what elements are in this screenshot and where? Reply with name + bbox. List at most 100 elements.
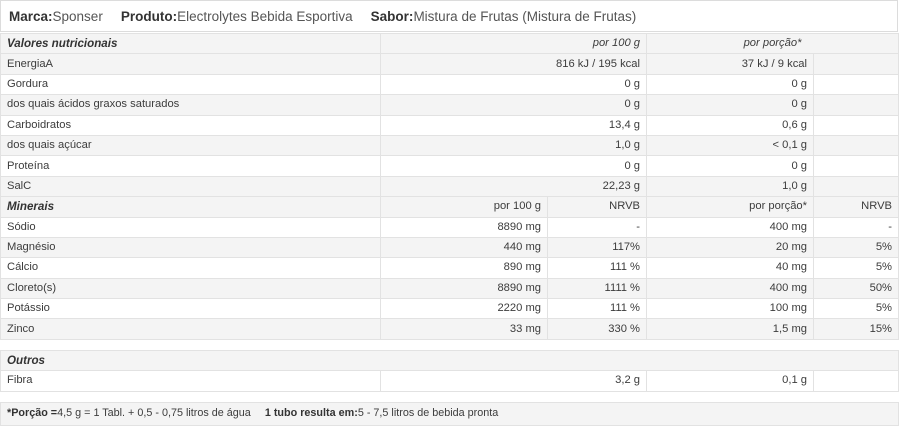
nutrition-title: Valores nutricionais bbox=[0, 32, 381, 55]
product-label: Produto: bbox=[120, 8, 178, 24]
other-per-100g: 3,2 g bbox=[380, 370, 647, 392]
spacer-cell bbox=[0, 338, 899, 351]
nutrient-per-portion: < 0,1 g bbox=[646, 134, 814, 157]
product-header: Marca:Sponser Produto:Electrolytes Bebid… bbox=[0, 0, 898, 32]
portion-label: *Porção = bbox=[7, 407, 58, 420]
minerals-col-portion: por porção* bbox=[646, 196, 814, 218]
mineral-nrv-portion: 5% bbox=[813, 298, 899, 320]
mineral-nrv-100g: 111 % bbox=[547, 257, 647, 279]
flavor-value: Mistura de Frutas (Mistura de Frutas) bbox=[413, 8, 637, 24]
table-row: Magnésio 440 mg 117% 20 mg 5% bbox=[0, 236, 899, 259]
mineral-per-100g: 890 mg bbox=[380, 257, 548, 279]
nutrient-per-100g: 0 g bbox=[380, 155, 647, 177]
minerals-col-nrv-portion: NRVB bbox=[813, 196, 899, 218]
yield-label: 1 tubo resulta em: bbox=[264, 407, 358, 420]
section-spacer bbox=[0, 390, 899, 403]
empty-cell bbox=[813, 155, 899, 177]
mineral-per-portion: 400 mg bbox=[646, 277, 814, 300]
nutrient-name: dos quais açúcar bbox=[0, 134, 381, 157]
brand-label: Marca: bbox=[9, 8, 53, 24]
nutrient-per-100g: 13,4 g bbox=[380, 114, 647, 136]
table-row: Zinco 33 mg 330 % 1,5 mg 15% bbox=[0, 318, 899, 340]
nutrient-name: dos quais ácidos graxos saturados bbox=[0, 94, 381, 116]
flavor-field: Sabor:Mistura de Frutas (Mistura de Frut… bbox=[371, 9, 637, 24]
others-header-row: Outros bbox=[0, 349, 899, 372]
mineral-nrv-portion: 15% bbox=[813, 318, 899, 340]
table-row: Fibra 3,2 g 0,1 g bbox=[0, 370, 899, 392]
nutrition-table: Valores nutricionais por 100 g por porção*… bbox=[0, 32, 899, 426]
mineral-per-100g: 33 mg bbox=[380, 318, 548, 340]
nutrient-per-portion: 0,6 g bbox=[646, 114, 814, 136]
nutrient-name: Gordura bbox=[0, 73, 381, 96]
mineral-nrv-100g: 1111 % bbox=[547, 277, 647, 300]
table-row: Sódio 8890 mg -400 mg - bbox=[0, 216, 899, 238]
brand-field: Marca:Sponser bbox=[9, 9, 103, 24]
footer-note: *Porção =4,5 g = 1 Tabl. + 0,5 - 0,75 li… bbox=[0, 401, 899, 426]
mineral-nrv-portion: - bbox=[813, 216, 899, 238]
mineral-per-portion: 40 mg bbox=[646, 257, 814, 279]
nutrient-per-100g: 0 g bbox=[380, 73, 647, 96]
nutrient-name: SalC bbox=[0, 175, 381, 198]
product-value: Electrolytes Bebida Esportiva bbox=[177, 8, 353, 24]
mineral-nrv-portion: 50% bbox=[813, 277, 899, 300]
nutrition-col-100g: por 100 g bbox=[380, 32, 647, 55]
nutrient-per-100g: 22,23 g bbox=[380, 175, 647, 198]
nutrient-per-portion: 1,0 g bbox=[646, 175, 814, 198]
table-row: Potássio 2220 mg 111 % 100 mg 5% bbox=[0, 298, 899, 320]
nutrient-per-100g: 0 g bbox=[380, 94, 647, 116]
mineral-nrv-100g: 111 % bbox=[547, 298, 647, 320]
other-name: Fibra bbox=[0, 370, 381, 392]
footer-row: *Porção =4,5 g = 1 Tabl. + 0,5 - 0,75 li… bbox=[0, 401, 899, 426]
nutrition-header-row: Valores nutricionais por 100 g por porção* bbox=[0, 32, 899, 55]
nutrient-per-portion: 0 g bbox=[646, 73, 814, 96]
mineral-per-100g: 440 mg bbox=[380, 236, 548, 259]
minerals-col-100g: por 100 g bbox=[380, 196, 548, 218]
nutrient-per-portion: 37 kJ / 9 kcal bbox=[646, 53, 814, 75]
minerals-header-row: Minerais por 100 g NRVB por porção* NRVB bbox=[0, 196, 899, 218]
portion-value: 4,5 g = 1 Tabl. + 0,5 - 0,75 litros de á… bbox=[57, 407, 251, 420]
mineral-name: Sódio bbox=[0, 216, 381, 238]
mineral-nrv-portion: 5% bbox=[813, 236, 899, 259]
brand-value: Sponser bbox=[52, 8, 103, 24]
mineral-name: Cálcio bbox=[0, 257, 381, 279]
nutrient-per-portion: 0 g bbox=[646, 155, 814, 177]
mineral-nrv-100g: - bbox=[547, 216, 647, 238]
empty-cell bbox=[813, 134, 899, 157]
empty-cell bbox=[813, 370, 899, 392]
empty-cell bbox=[813, 73, 899, 96]
empty-cell bbox=[813, 94, 899, 116]
empty-cell bbox=[813, 175, 899, 198]
nutrient-per-portion: 0 g bbox=[646, 94, 814, 116]
mineral-per-portion: 1,5 mg bbox=[646, 318, 814, 340]
nutrient-per-100g: 1,0 g bbox=[380, 134, 647, 157]
mineral-name: Cloreto(s) bbox=[0, 277, 381, 300]
table-row: EnergiaA 816 kJ / 195 kcal 37 kJ / 9 kcal bbox=[0, 53, 899, 75]
nutrition-col-portion: por porção* bbox=[646, 32, 899, 55]
mineral-nrv-100g: 330 % bbox=[547, 318, 647, 340]
mineral-name: Potássio bbox=[0, 298, 381, 320]
mineral-nrv-100g: 117% bbox=[547, 236, 647, 259]
mineral-per-100g: 8890 mg bbox=[380, 277, 548, 300]
table-row: Cálcio 890 mg 111 % 40 mg 5% bbox=[0, 257, 899, 279]
flavor-label: Sabor: bbox=[370, 8, 414, 24]
nutrient-per-100g: 816 kJ / 195 kcal bbox=[380, 53, 647, 75]
mineral-per-100g: 8890 mg bbox=[380, 216, 548, 238]
minerals-title: Minerais bbox=[0, 196, 381, 218]
mineral-name: Zinco bbox=[0, 318, 381, 340]
product-field: Produto:Electrolytes Bebida Esportiva bbox=[121, 9, 353, 24]
mineral-per-portion: 20 mg bbox=[646, 236, 814, 259]
table-row: Carboidratos 13,4 g 0,6 g bbox=[0, 114, 899, 136]
empty-cell bbox=[813, 114, 899, 136]
mineral-per-portion: 100 mg bbox=[646, 298, 814, 320]
empty-cell bbox=[813, 53, 899, 75]
mineral-per-portion: 400 mg bbox=[646, 216, 814, 238]
section-spacer bbox=[0, 338, 899, 351]
nutrient-name: Carboidratos bbox=[0, 114, 381, 136]
table-row: Cloreto(s) 8890 mg 1111 % 400 mg 50% bbox=[0, 277, 899, 300]
others-title: Outros bbox=[0, 349, 899, 372]
nutrient-name: Proteína bbox=[0, 155, 381, 177]
minerals-col-nrv-100g: NRVB bbox=[547, 196, 647, 218]
mineral-name: Magnésio bbox=[0, 236, 381, 259]
